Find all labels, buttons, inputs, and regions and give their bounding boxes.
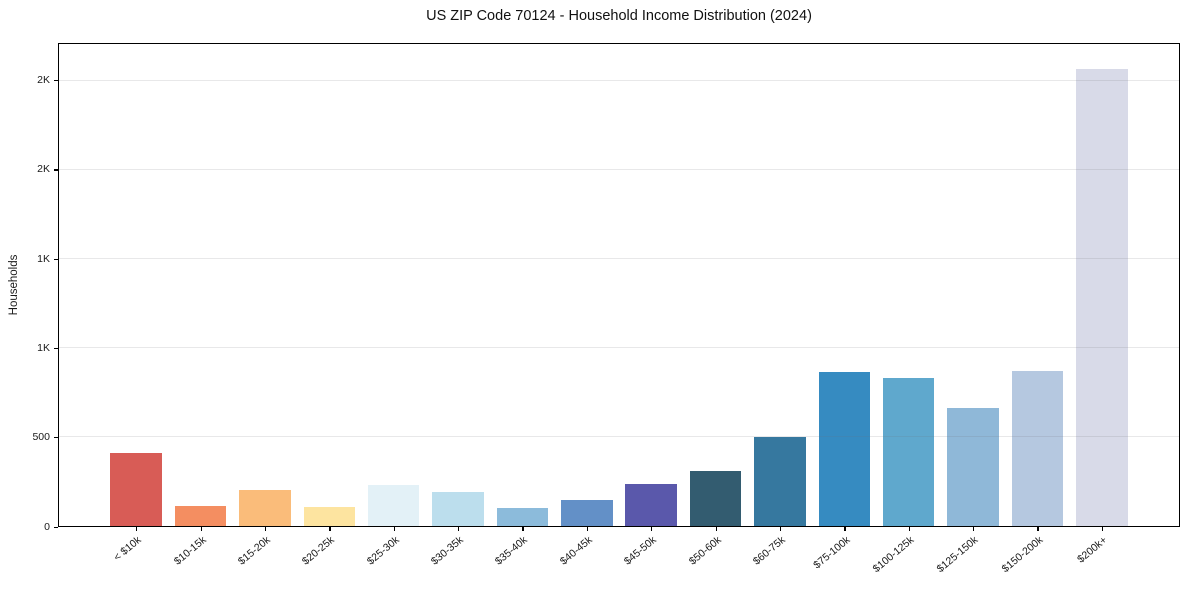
x-tick-label: $10-15k: [171, 534, 209, 568]
x-tick-mark: [458, 526, 460, 531]
x-tick-mark: [200, 526, 202, 531]
y-tick-mark: [54, 526, 58, 528]
y-tick-label: 1K: [37, 252, 50, 265]
bar-slot: $30-35k: [426, 44, 490, 568]
x-tick-mark: [973, 526, 975, 531]
x-tick-mark: [1101, 526, 1104, 531]
x-tick-label: $125-150k: [935, 534, 981, 576]
x-tick-mark: [329, 526, 331, 531]
x-tick-label: $60-75k: [750, 534, 788, 568]
x-tick-mark: [522, 526, 524, 531]
bar-slot: $75-100k: [811, 44, 876, 571]
x-tick-mark: [586, 526, 589, 531]
bar-slot: $125-150k: [935, 44, 1005, 575]
x-tick-mark: [393, 526, 395, 531]
bar-slot: $20-25k: [297, 44, 361, 568]
bar-200k: [1076, 68, 1128, 526]
x-tick-mark: [844, 526, 846, 531]
x-tick-mark: [264, 526, 267, 531]
y-tick-mark: [54, 437, 58, 439]
plot-area: < $10k $10-15k $15-20k $20-25k $25-30k $30-35…: [58, 43, 1180, 575]
y-tick-label: 2K: [37, 74, 50, 86]
bar-slot: $15-20k: [233, 44, 297, 568]
bar-slot: $25-30k: [362, 44, 426, 568]
x-tick-mark: [779, 526, 782, 531]
y-tick-mark: [54, 169, 58, 171]
bar-50-60k: [689, 470, 742, 526]
chart-title: US ZIP Code 70124 - Household Income Dis…: [426, 8, 812, 24]
bar-slot: $60-75k: [748, 44, 812, 568]
x-tick-label: $100-125k: [870, 534, 917, 576]
x-tick-label: $20-25k: [300, 534, 338, 568]
y-tick-label: 0: [44, 520, 50, 533]
x-tick-label: < $10k: [111, 534, 144, 564]
bar-15-20k: [239, 490, 291, 526]
x-tick-mark: [715, 526, 717, 531]
x-tick-label: $150-200k: [999, 534, 1046, 576]
x-tick-label: $15-20k: [235, 534, 273, 568]
x-tick-label: $75-100k: [810, 534, 853, 572]
x-tick-label: $35-40k: [493, 534, 531, 568]
bar-100-125k: [882, 378, 935, 526]
x-tick-label: $200k+: [1075, 534, 1110, 566]
bars-layer: < $10k $10-15k $15-20k $20-25k $25-30k $30-35…: [59, 44, 1179, 575]
x-tick-mark: [1037, 526, 1039, 531]
y-tick-label: 2K: [37, 163, 50, 176]
bar-slot: $150-200k: [999, 44, 1069, 575]
x-tick-mark: [908, 526, 910, 531]
x-tick-label: $40-45k: [557, 534, 595, 568]
x-tick-label: $25-30k: [364, 534, 402, 568]
x-tick-label: $50-60k: [686, 534, 724, 568]
bar-125-150k: [947, 407, 999, 526]
bar-25-30k: [367, 485, 420, 526]
bar-10k: [110, 453, 162, 526]
bar-slot: $50-60k: [683, 44, 747, 568]
bar-10-15k: [174, 506, 227, 526]
bar-30-35k: [432, 492, 484, 526]
y-tick-mark: [54, 347, 58, 350]
bar-slot: $200k+: [1070, 44, 1134, 566]
bar-35-40k: [496, 508, 549, 526]
bar-slot: $40-45k: [555, 44, 619, 568]
bar-slot: $100-125k: [871, 44, 941, 575]
bar-45-50k: [625, 484, 677, 526]
x-tick-label: $30-35k: [428, 534, 466, 568]
bar-150-200k: [1011, 371, 1064, 526]
bar-75-100k: [818, 372, 871, 526]
y-tick-mark: [54, 80, 58, 82]
bar-slot: $10-15k: [168, 44, 232, 568]
x-tick-mark: [651, 526, 653, 531]
bar-slot: $45-50k: [619, 44, 683, 568]
x-tick-label: $45-50k: [622, 534, 659, 568]
y-tick-mark: [54, 258, 58, 260]
bar-slot: < $10k: [104, 44, 168, 564]
bar-slot: $35-40k: [490, 44, 554, 568]
y-tick-label: 1K: [37, 341, 50, 354]
y-tick-label: 500: [32, 431, 50, 444]
x-tick-mark: [136, 526, 138, 531]
bar-20-25k: [303, 507, 356, 526]
bar-60-75k: [754, 437, 806, 526]
bar-40-45k: [561, 500, 613, 526]
